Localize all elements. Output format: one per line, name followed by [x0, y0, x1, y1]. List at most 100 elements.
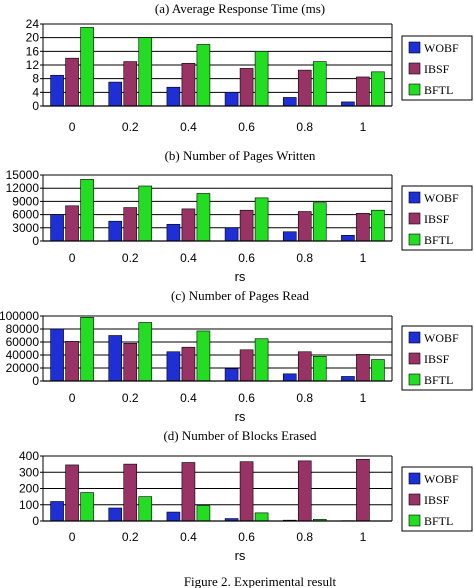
bar-ibsf-1: [356, 212, 370, 242]
bar-wobf-0: [50, 328, 64, 382]
y-tick-label: 400: [19, 449, 39, 463]
x-tick-label: 1: [360, 251, 367, 265]
bar-bftl-0.8: [312, 355, 327, 382]
legend-label-wobf: WOBF: [424, 331, 459, 345]
legend-swatch-wobf: [408, 331, 421, 344]
bar-ibsf-0.2: [123, 207, 138, 242]
bar-bftl-0.4: [196, 505, 211, 522]
bar-wobf-0.2: [108, 335, 123, 382]
bar-wobf-0.8: [282, 231, 297, 242]
bar-wobf-0: [50, 74, 64, 107]
x-tick-label: 0: [69, 120, 76, 134]
legend-label-wobf: WOBF: [424, 191, 459, 205]
y-tick-label: 0: [32, 374, 39, 388]
chart-title: (d) Number of Blocks Erased: [163, 428, 317, 443]
bar-bftl-0: [80, 492, 94, 522]
bar-ibsf-0.8: [297, 460, 312, 522]
legend-swatch-bftl: [408, 514, 421, 527]
bar-ibsf-0.8: [297, 211, 312, 242]
bar-bftl-0.6: [254, 197, 269, 242]
legend-swatch-wobf: [408, 472, 421, 485]
legend-label-bftl: BFTL: [424, 373, 453, 387]
x-tick-label: 0.8: [296, 120, 313, 134]
bar-ibsf-0.2: [123, 61, 138, 107]
bar-wobf-1: [341, 101, 355, 107]
y-tick-label: 0: [32, 514, 39, 528]
x-tick-label: 1: [360, 391, 367, 405]
bar-bftl-0: [80, 316, 94, 382]
bar-bftl-0.4: [196, 193, 211, 242]
bar-bftl-0.2: [138, 496, 153, 522]
bar-ibsf-1: [356, 354, 370, 382]
bar-wobf-0.4: [166, 351, 181, 382]
x-tick-label: 0.2: [122, 251, 139, 265]
legend-swatch-ibsf: [408, 212, 421, 225]
y-tick-label: 6000: [12, 208, 39, 222]
bar-bftl-0.6: [254, 512, 269, 522]
x-tick-label: 1: [360, 120, 367, 134]
legend: WOBF IBSF BFTL: [401, 35, 473, 101]
y-tick-label: 12: [26, 58, 40, 72]
bar-ibsf-0.6: [239, 68, 254, 107]
bar-bftl-0.8: [312, 61, 327, 107]
bar-ibsf-0.4: [181, 346, 196, 382]
y-tick-label: 80000: [6, 322, 40, 336]
bar-bftl-0.2: [138, 185, 153, 242]
bar-ibsf-0.4: [181, 208, 196, 242]
x-tick-label: 1: [360, 530, 367, 544]
x-tick-label: 0.4: [180, 251, 197, 265]
legend-swatch-bftl: [408, 233, 421, 246]
legend-label-ibsf: IBSF: [424, 493, 450, 507]
bar-wobf-0.4: [166, 511, 181, 522]
bar-wobf-0.2: [108, 220, 123, 242]
legend-label-bftl: BFTL: [424, 233, 453, 247]
bar-wobf-1: [341, 234, 355, 242]
legend-swatch-wobf: [408, 41, 421, 54]
legend-label-bftl: BFTL: [424, 83, 453, 97]
y-tick-label: 15000: [6, 168, 40, 182]
x-tick-label: 0: [69, 530, 76, 544]
legend: WOBF IBSF BFTL: [401, 185, 473, 251]
chart-panel-1: (a) Average Response Time (ms)0481216202…: [26, 1, 473, 134]
legend-label-ibsf: IBSF: [424, 62, 450, 76]
bar-wobf-0.4: [166, 86, 181, 107]
bar-ibsf-0: [65, 205, 79, 242]
y-tick-label: 200: [19, 482, 39, 496]
bar-ibsf-1: [356, 458, 370, 522]
bar-bftl-0: [80, 27, 94, 107]
bar-ibsf-0.6: [239, 461, 254, 522]
bar-ibsf-0.2: [123, 342, 138, 382]
x-tick-label: 0.6: [238, 251, 255, 265]
x-tick-label: 0.2: [122, 530, 139, 544]
y-tick-label: 300: [19, 465, 39, 479]
legend-label-ibsf: IBSF: [424, 212, 450, 226]
bar-bftl-0.6: [254, 51, 269, 107]
x-tick-label: 0.4: [180, 391, 197, 405]
y-tick-label: 12000: [6, 181, 40, 195]
x-tick-label: 0.4: [180, 120, 197, 134]
legend-swatch-ibsf: [408, 493, 421, 506]
bar-wobf-1: [341, 376, 355, 382]
chart-title: (b) Number of Pages Written: [165, 148, 316, 163]
y-tick-label: 8: [32, 72, 39, 86]
y-tick-label: 60000: [6, 335, 40, 349]
bar-wobf-0.2: [108, 81, 123, 107]
y-tick-label: 100000: [0, 309, 39, 323]
bar-ibsf-0.6: [239, 349, 254, 382]
y-tick-label: 0: [32, 99, 39, 113]
legend-swatch-ibsf: [408, 62, 421, 75]
bar-bftl-0.4: [196, 330, 211, 382]
bar-ibsf-0.8: [297, 69, 312, 107]
x-axis-label: rs: [235, 548, 246, 563]
bar-wobf-0.8: [282, 373, 297, 382]
bar-bftl-0.6: [254, 338, 269, 382]
x-axis-label: rs: [235, 269, 246, 284]
y-tick-label: 9000: [12, 194, 39, 208]
bar-wobf-0: [50, 501, 64, 522]
bar-wobf-0.2: [108, 507, 123, 522]
x-tick-label: 0.6: [238, 120, 255, 134]
x-tick-label: 0.8: [296, 251, 313, 265]
y-tick-label: 4: [32, 85, 39, 99]
bar-ibsf-0: [65, 341, 79, 382]
